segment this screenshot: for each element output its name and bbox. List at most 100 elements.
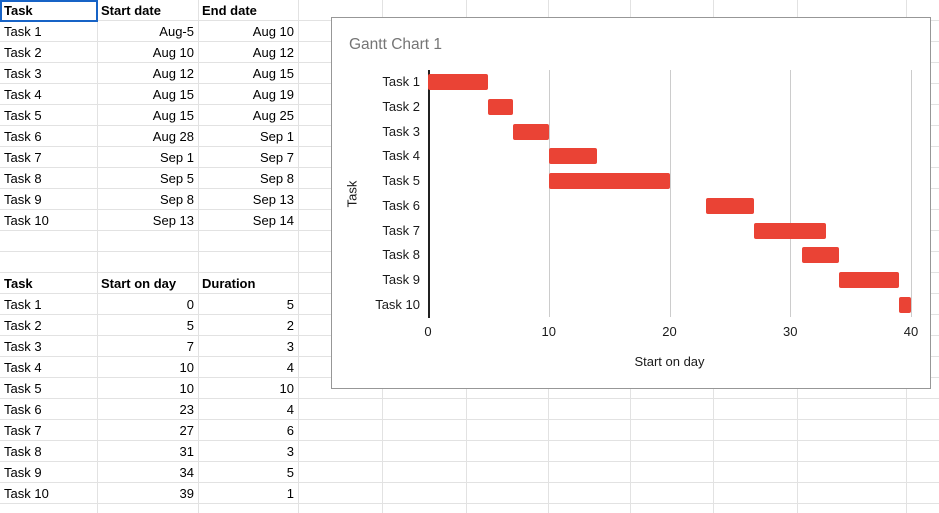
task-label: Task 5 bbox=[382, 173, 420, 189]
cell[interactable]: Sep 7 bbox=[260, 150, 294, 165]
cell[interactable]: 7 bbox=[186, 339, 194, 354]
cell[interactable]: Task 8 bbox=[4, 171, 42, 186]
gantt-bar[interactable] bbox=[898, 296, 911, 313]
cell[interactable]: Task 4 bbox=[4, 360, 42, 375]
column-header-cell[interactable]: Task bbox=[4, 276, 33, 291]
cell[interactable]: Task 2 bbox=[4, 318, 42, 333]
cell[interactable]: 4 bbox=[286, 360, 294, 375]
table-row: Task 9 34 5 bbox=[0, 462, 298, 483]
cell[interactable]: 2 bbox=[286, 318, 294, 333]
cell[interactable]: Task 1 bbox=[4, 297, 42, 312]
chart-gridline bbox=[790, 70, 792, 317]
cell[interactable]: Sep 13 bbox=[252, 192, 294, 207]
cell[interactable]: Aug 25 bbox=[252, 108, 294, 123]
cell[interactable]: 5 bbox=[186, 318, 194, 333]
cell[interactable]: Aug 12 bbox=[252, 45, 294, 60]
cell[interactable]: 1 bbox=[286, 486, 294, 501]
cell[interactable]: Task 9 bbox=[4, 465, 42, 480]
cell[interactable]: Aug 10 bbox=[252, 24, 294, 39]
cell[interactable]: Sep 13 bbox=[152, 213, 194, 228]
gantt-bar[interactable] bbox=[802, 247, 839, 264]
table-row: Task 2 Aug 10 Aug 12 bbox=[0, 42, 298, 63]
column-header-cell[interactable]: End date bbox=[202, 3, 257, 18]
cell[interactable]: Task 3 bbox=[4, 339, 42, 354]
cell[interactable]: 27 bbox=[179, 423, 194, 438]
gantt-bar[interactable] bbox=[548, 173, 670, 190]
x-tick-label: 20 bbox=[662, 324, 677, 339]
cell[interactable]: Task 5 bbox=[4, 108, 42, 123]
cell[interactable]: 10 bbox=[279, 381, 294, 396]
cell[interactable]: Task 1 bbox=[4, 24, 42, 39]
cell[interactable]: 10 bbox=[179, 360, 194, 375]
cell[interactable]: 6 bbox=[286, 423, 294, 438]
table-row: Task 9 Sep 8 Sep 13 bbox=[0, 189, 298, 210]
cell[interactable]: Task 7 bbox=[4, 150, 42, 165]
task-label: Task 1 bbox=[382, 74, 420, 90]
cell[interactable]: Aug 15 bbox=[152, 108, 194, 123]
x-tick-label: 10 bbox=[541, 324, 556, 339]
cell[interactable]: 4 bbox=[286, 402, 294, 417]
cell[interactable]: Aug 10 bbox=[152, 45, 194, 60]
cell[interactable]: 31 bbox=[179, 444, 194, 459]
column-header-cell[interactable]: Start on day bbox=[101, 276, 177, 291]
column-header-cell[interactable]: Start date bbox=[101, 3, 161, 18]
cell[interactable]: Task 6 bbox=[4, 129, 42, 144]
cell[interactable]: Task 7 bbox=[4, 423, 42, 438]
gantt-chart[interactable]: Gantt Chart 1 Task Start on day 0 10 20 30 4… bbox=[331, 17, 931, 389]
cell[interactable]: 5 bbox=[286, 465, 294, 480]
cell[interactable]: 3 bbox=[286, 339, 294, 354]
chart-gridline bbox=[911, 70, 912, 317]
cell[interactable]: Sep 8 bbox=[260, 171, 294, 186]
gantt-bar[interactable] bbox=[488, 99, 513, 116]
cell[interactable]: Aug-5 bbox=[159, 24, 194, 39]
cell[interactable]: 10 bbox=[179, 381, 194, 396]
table-row: Task 6 23 4 bbox=[0, 399, 298, 420]
cell[interactable]: 5 bbox=[286, 297, 294, 312]
cell[interactable]: 39 bbox=[179, 486, 194, 501]
column-header-cell[interactable]: Duration bbox=[202, 276, 256, 291]
cell[interactable]: Sep 1 bbox=[260, 129, 294, 144]
gantt-bar[interactable] bbox=[705, 197, 755, 214]
cell[interactable]: Aug 28 bbox=[152, 129, 194, 144]
cell[interactable]: Task 6 bbox=[4, 402, 42, 417]
x-tick-label: 0 bbox=[424, 324, 432, 339]
task-label: Task 4 bbox=[382, 148, 420, 164]
vertical-gridline bbox=[97, 0, 98, 513]
cell[interactable]: Aug 15 bbox=[252, 66, 294, 81]
cell[interactable]: 0 bbox=[186, 297, 194, 312]
column-header-cell[interactable]: Task bbox=[4, 3, 33, 18]
cell[interactable]: Task 5 bbox=[4, 381, 42, 396]
cell[interactable]: Sep 14 bbox=[252, 213, 294, 228]
cell[interactable]: 23 bbox=[179, 402, 194, 417]
x-axis-title: Start on day bbox=[634, 354, 705, 369]
table-row: Task 3 Aug 12 Aug 15 bbox=[0, 63, 298, 84]
task-label: Task 10 bbox=[375, 296, 420, 312]
cell[interactable]: Aug 12 bbox=[152, 66, 194, 81]
cell[interactable]: 3 bbox=[286, 444, 294, 459]
table-row: Task 7 Sep 1 Sep 7 bbox=[0, 147, 298, 168]
cell[interactable]: Task 3 bbox=[4, 66, 42, 81]
table-row: Task 3 7 3 bbox=[0, 336, 298, 357]
cell[interactable]: Sep 1 bbox=[160, 150, 194, 165]
gantt-bar[interactable] bbox=[548, 148, 598, 165]
cell[interactable]: Task 10 bbox=[4, 213, 49, 228]
task-label: Task 6 bbox=[382, 197, 420, 213]
cell[interactable]: Aug 15 bbox=[152, 87, 194, 102]
cell[interactable]: Task 9 bbox=[4, 192, 42, 207]
cell[interactable]: Task 10 bbox=[4, 486, 49, 501]
cell[interactable]: Sep 5 bbox=[160, 171, 194, 186]
cell[interactable]: 34 bbox=[179, 465, 194, 480]
vertical-gridline bbox=[298, 0, 299, 513]
cell[interactable]: Sep 8 bbox=[160, 192, 194, 207]
gantt-bar[interactable] bbox=[428, 74, 489, 91]
gantt-bar[interactable] bbox=[754, 222, 827, 239]
gantt-bar[interactable] bbox=[512, 123, 549, 140]
table-row: Task 2 5 2 bbox=[0, 315, 298, 336]
cell[interactable]: Aug 19 bbox=[252, 87, 294, 102]
cell[interactable]: Task 8 bbox=[4, 444, 42, 459]
cell[interactable]: Task 2 bbox=[4, 45, 42, 60]
cell[interactable]: Task 4 bbox=[4, 87, 42, 102]
table-row: Task 5 10 10 bbox=[0, 378, 298, 399]
gantt-bar[interactable] bbox=[838, 271, 899, 288]
